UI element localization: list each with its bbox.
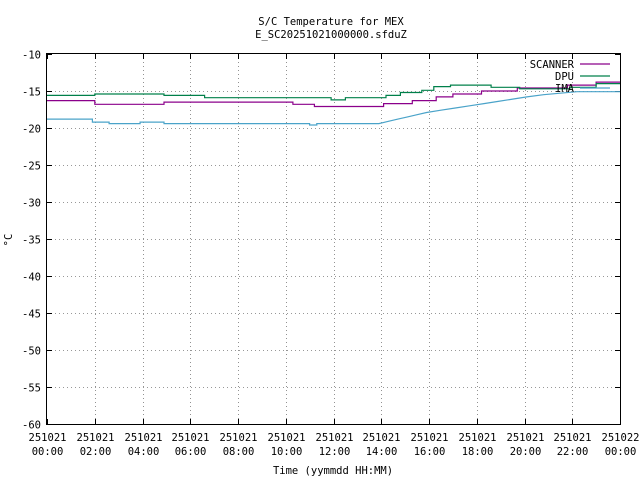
y-tick-label: -10 [22, 50, 41, 62]
y-tick-label: -50 [22, 346, 41, 358]
legend-label-dpu: DPU [555, 71, 574, 83]
x-tick-label-date: 251021 [507, 432, 545, 444]
x-tick-label-time: 00:00 [605, 446, 637, 458]
x-tick-label-date: 251021 [268, 432, 306, 444]
plot-frame [46, 53, 621, 425]
x-tick-label-time: 14:00 [366, 446, 398, 458]
series-layer [47, 81, 620, 126]
x-tick-label-date: 251021 [220, 432, 258, 444]
x-tick-label-date: 251021 [125, 432, 163, 444]
y-tick-label: -40 [22, 272, 41, 284]
chart-subtitle: E_SC20251021000000.sfduZ [255, 29, 407, 41]
y-tick-label: -30 [22, 198, 41, 210]
x-tick-label-time: 22:00 [557, 446, 589, 458]
x-tick-label-time: 10:00 [271, 446, 303, 458]
x-tick-label-time: 08:00 [223, 446, 255, 458]
x-tick-label-date: 251022 [602, 432, 640, 444]
x-tick-label-date: 251021 [77, 432, 115, 444]
x-tick-label-time: 02:00 [80, 446, 112, 458]
grid-layer [47, 54, 620, 424]
x-tick-label-date: 251021 [554, 432, 592, 444]
y-tick-label: -15 [22, 87, 41, 99]
y-tick-label: -55 [22, 383, 41, 395]
legend-label-scanner: SCANNER [530, 59, 575, 71]
axis-layer: -10-15-20-25-30-35-40-45-50-55-602510210… [22, 50, 639, 459]
x-tick-label-time: 20:00 [510, 446, 542, 458]
x-tick-label-time: 18:00 [462, 446, 494, 458]
x-tick-label-date: 251021 [459, 432, 497, 444]
x-tick-label-time: 12:00 [319, 446, 351, 458]
y-tick-label: -45 [22, 309, 41, 321]
y-tick-label: -25 [22, 161, 41, 173]
y-tick-label: -35 [22, 235, 41, 247]
y-axis-label: °C [3, 234, 15, 247]
series-line-scanner [47, 81, 620, 108]
x-tick-label-date: 251021 [363, 432, 401, 444]
y-tick-label: -60 [22, 420, 41, 432]
x-axis-label: Time (yymmdd HH:MM) [273, 465, 393, 477]
x-tick-label-date: 251021 [411, 432, 449, 444]
series-line-dpu [47, 82, 620, 101]
x-tick-label-date: 251021 [29, 432, 67, 444]
x-tick-label-time: 06:00 [175, 446, 207, 458]
x-tick-label-time: 00:00 [32, 446, 64, 458]
x-tick-label-time: 16:00 [414, 446, 446, 458]
x-tick-label-date: 251021 [172, 432, 210, 444]
series-line-ima [47, 91, 620, 126]
legend-label-ima: IMA [555, 83, 575, 95]
chart-title: S/C Temperature for MEX [258, 16, 404, 28]
x-tick-label-date: 251021 [316, 432, 354, 444]
x-tick-label-time: 04:00 [128, 446, 160, 458]
y-tick-label: -20 [22, 124, 41, 136]
